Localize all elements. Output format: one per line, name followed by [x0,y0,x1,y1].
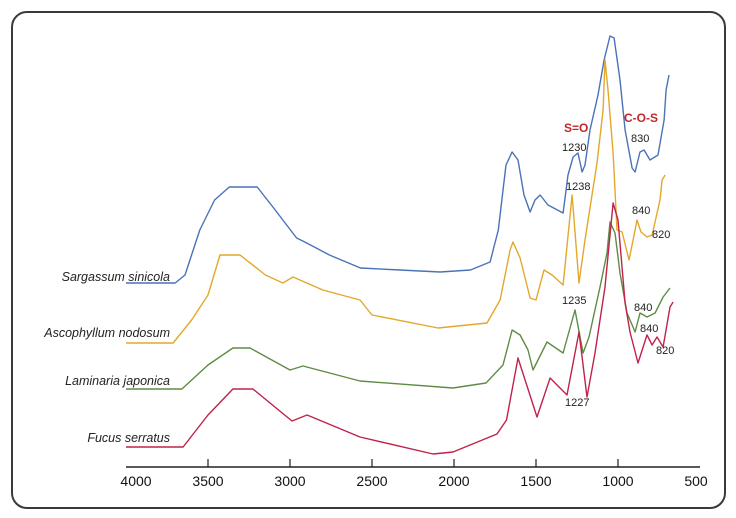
series-label-ascophyllum: Ascophyllum nodosum [43,326,170,340]
series-label-laminaria: Laminaria japonica [65,374,170,388]
x-tick-label: 500 [684,473,708,489]
x-tick-label: 2000 [438,473,469,489]
annotation-c-o-s: C-O-S [624,111,658,125]
series-line-sargassum-sinicola [126,35,670,284]
annotation-1238: 1238 [566,181,590,193]
x-axis-ticks: 4000 3500 3000 2500 2000 1500 1000 500 [120,459,708,489]
annotation-1235: 1235 [562,295,586,307]
x-tick-label: 2500 [356,473,387,489]
annotation-1227: 1227 [565,397,589,409]
annotation-s-o: S=O [564,121,588,135]
x-tick-label: 4000 [120,473,151,489]
figure-frame [11,11,726,509]
annotation-840-laminaria: 840 [634,302,652,314]
annotation-830: 830 [631,133,649,145]
series-line-laminaria-japonica [126,221,671,390]
series-line-ascophyllum-nodosum [126,59,666,344]
annotation-840-fucus: 840 [640,323,658,335]
x-tick-label: 1500 [520,473,551,489]
series-label-sargassum: Sargassum sinicola [62,270,170,284]
annotation-820-fucus: 820 [656,345,674,357]
series-layer [126,35,674,455]
x-tick-label: 1000 [602,473,633,489]
annotation-840-asco: 840 [632,205,650,217]
x-tick-label: 3500 [192,473,223,489]
annotation-1230: 1230 [562,142,586,154]
annotation-820-asco: 820 [652,229,670,241]
x-tick-label: 3000 [274,473,305,489]
series-label-fucus: Fucus serratus [87,431,170,445]
series-line-fucus-serratus [126,202,674,455]
